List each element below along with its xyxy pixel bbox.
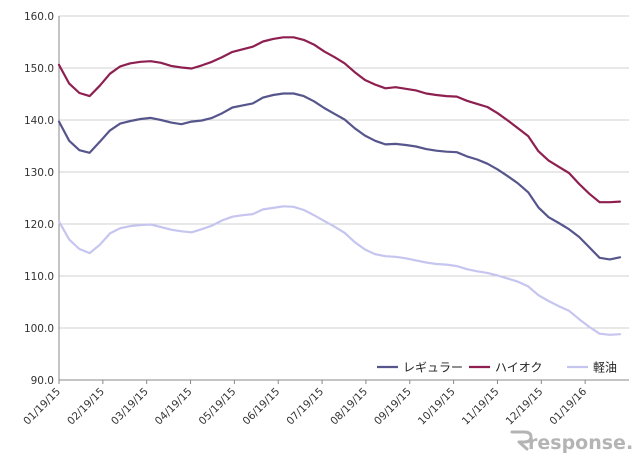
y-tick-label: 120.0 [24, 219, 54, 231]
y-axis-tick-labels: 160.0 150.0 140.0 130.0 120.0 110.0 100.0 90.0 [24, 11, 54, 387]
x-tick-label: 09/19/15 [372, 386, 414, 428]
axes [58, 16, 629, 384]
x-tick-label: 06/19/15 [241, 386, 283, 428]
y-tick-label: 140.0 [24, 115, 54, 127]
legend-label: 軽油 [593, 361, 617, 375]
x-tick-label: 07/19/15 [284, 386, 326, 428]
y-tick-label: 150.0 [24, 63, 54, 75]
x-tick-label: 08/19/15 [328, 386, 370, 428]
x-tick-label: 12/19/15 [504, 386, 546, 428]
x-tick-label: 03/19/15 [109, 386, 151, 428]
y-tick-label: 110.0 [24, 271, 54, 283]
legend-label: ハイオク [495, 361, 543, 375]
response-watermark: response. [510, 430, 633, 454]
watermark-text: response. [528, 432, 633, 454]
y-tick-label: 130.0 [24, 167, 54, 179]
series-line-0 [57, 92, 622, 261]
legend: レギュラー ハイオク 軽油 [377, 361, 617, 375]
x-tick-label: 02/19/15 [65, 386, 107, 428]
y-tick-label: 160.0 [24, 11, 54, 23]
y-tick-label: 90.0 [31, 375, 54, 387]
legend-label: レギュラー [403, 361, 463, 375]
x-tick-label: 01/19/16 [547, 385, 589, 427]
response-logo-icon [510, 430, 533, 451]
x-tick-label: 11/19/15 [460, 386, 502, 428]
x-tick-label: 10/19/15 [416, 386, 458, 428]
x-tick-label: 01/19/15 [21, 386, 63, 428]
y-tick-label: 100.0 [24, 323, 54, 335]
x-axis-tick-labels: 01/19/15 02/19/15 03/19/15 04/19/15 05/19/15… [21, 385, 589, 427]
series-line-1 [57, 36, 622, 204]
x-tick-label: 05/19/15 [197, 386, 239, 428]
x-tick-label: 04/19/15 [153, 386, 195, 428]
series-lines [57, 36, 622, 336]
series-line-2 [57, 205, 622, 336]
